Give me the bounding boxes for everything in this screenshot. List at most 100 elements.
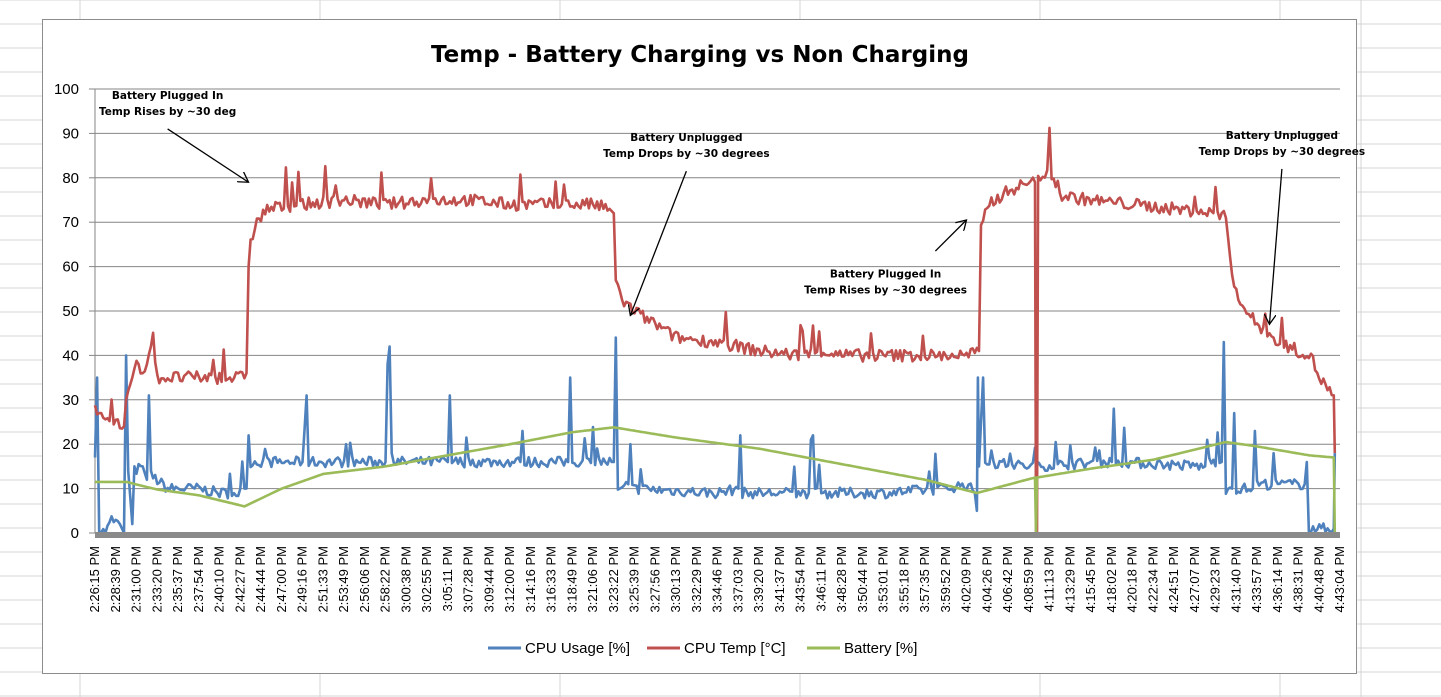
x-tick-label: 3:57:35 PM <box>917 546 932 613</box>
annotation-arrow <box>934 220 966 252</box>
legend-item-1[interactable]: CPU Temp [°C] <box>647 640 786 657</box>
x-tick-label: 3:48:28 PM <box>834 546 849 613</box>
x-tick-label: 4:31:40 PM <box>1228 546 1243 613</box>
x-tick-label: 3:25:39 PM <box>627 546 642 613</box>
x-tick-label: 2:49:16 PM <box>295 546 310 613</box>
x-tick-label: 3:50:44 PM <box>855 546 870 613</box>
annotation-arrow <box>167 128 249 182</box>
series-lines <box>93 126 1337 535</box>
x-tick-label: 3:12:00 PM <box>502 546 517 613</box>
x-tick-label: 3:18:49 PM <box>564 546 579 613</box>
x-tick-label: 2:44:44 PM <box>253 546 268 613</box>
x-tick-label: 3:37:03 PM <box>730 546 745 613</box>
annotations: Battery Plugged In Temp Rises by ~30 deg B… <box>99 90 1365 324</box>
x-tick-label: 4:06:42 PM <box>1000 546 1015 613</box>
x-tick-label: 3:27:56 PM <box>647 546 662 613</box>
x-tick-label: 2:33:20 PM <box>149 546 164 613</box>
series-line-0[interactable] <box>93 336 1337 535</box>
y-tick-label: 20 <box>62 436 79 453</box>
y-tick-label: 50 <box>62 303 79 320</box>
x-tick-label: 4:13:29 PM <box>1062 546 1077 613</box>
x-tick-label: 3:07:28 PM <box>461 546 476 613</box>
annotation-text: Temp Rises by ~30 deg <box>99 106 236 118</box>
chart-frame[interactable] <box>42 19 1357 674</box>
x-tick-label: 3:09:44 PM <box>481 546 496 613</box>
x-axis-line <box>95 532 1340 538</box>
x-tick-label: 4:04:26 PM <box>979 546 994 613</box>
legend-label: CPU Usage [%] <box>525 640 630 657</box>
x-tick-label: 2:37:54 PM <box>191 546 206 613</box>
x-tick-label: 4:43:04 PM <box>1332 546 1347 613</box>
annotation-2: Battery Plugged In Temp Rises by ~30 degr… <box>804 220 967 297</box>
annotation-text: Temp Rises by ~30 degrees <box>804 285 967 297</box>
x-tick-label: 3:02:55 PM <box>419 546 434 613</box>
legend-item-0[interactable]: CPU Usage [%] <box>488 640 630 657</box>
x-tick-label: 3:55:18 PM <box>896 546 911 613</box>
series-line-1[interactable] <box>93 126 1337 535</box>
annotation-1: Battery Unplugged Temp Drops by ~30 degre… <box>603 132 770 315</box>
x-tick-label: 3:16:33 PM <box>544 546 559 613</box>
x-tick-label: 2:51:33 PM <box>315 546 330 613</box>
x-tick-label: 4:08:59 PM <box>1021 546 1036 613</box>
legend-label: Battery [%] <box>844 640 917 657</box>
annotation-arrow <box>630 170 687 315</box>
y-tick-label: 70 <box>62 214 79 231</box>
x-tick-label: 4:11:13 PM <box>1042 546 1057 612</box>
x-tick-label: 3:14:16 PM <box>523 546 538 613</box>
x-tick-label: 4:02:09 PM <box>959 546 974 613</box>
x-tick-label: 4:20:18 PM <box>1125 546 1140 613</box>
x-tick-label: 4:40:48 PM <box>1311 546 1326 613</box>
x-tick-label: 3:59:52 PM <box>938 546 953 613</box>
x-tick-label: 3:53:01 PM <box>876 546 891 613</box>
legend: CPU Usage [%] CPU Temp [°C] Battery [%] <box>488 640 917 657</box>
x-tick-label: 3:32:29 PM <box>689 546 704 613</box>
x-tick-label: 2:35:37 PM <box>170 546 185 613</box>
y-tick-label: 10 <box>62 481 79 498</box>
x-tick-label: 2:42:27 PM <box>232 546 247 613</box>
x-tick-label: 3:41:37 PM <box>772 546 787 613</box>
legend-item-2[interactable]: Battery [%] <box>807 640 917 657</box>
x-tick-label: 2:31:00 PM <box>129 546 144 613</box>
x-tick-label: 4:38:31 PM <box>1291 546 1306 613</box>
gridlines <box>95 88 1340 490</box>
x-tick-label: 4:15:45 PM <box>1083 546 1098 613</box>
annotation-text: Temp Drops by ~30 degrees <box>1199 146 1365 158</box>
y-tick-label: 30 <box>62 392 79 409</box>
y-tick-label: 100 <box>54 81 79 98</box>
x-tick-label: 3:05:11 PM <box>440 546 455 612</box>
series-line-2[interactable] <box>95 426 1337 535</box>
x-tick-label: 3:23:22 PM <box>606 546 621 613</box>
x-tick-label: 2:28:39 PM <box>108 546 123 613</box>
x-tick-label: 2:40:10 PM <box>212 546 227 613</box>
x-tick-label: 3:46:11 PM <box>813 546 828 612</box>
x-tick-label: 4:18:02 PM <box>1104 546 1119 613</box>
x-tick-label: 3:30:13 PM <box>668 546 683 613</box>
x-tick-label: 4:33:57 PM <box>1249 546 1264 613</box>
y-tick-label: 90 <box>62 125 79 142</box>
y-tick-label: 60 <box>62 259 79 276</box>
y-tick-label: 40 <box>62 347 79 364</box>
y-axis: 0 10 20 30 40 50 60 70 80 90 100 <box>54 81 96 542</box>
x-tick-label: 4:24:51 PM <box>1166 546 1181 613</box>
x-tick-label: 4:27:07 PM <box>1187 546 1202 613</box>
y-tick-label: 0 <box>71 525 79 542</box>
x-tick-label: 4:22:34 PM <box>1145 546 1160 613</box>
y-tick-label: 80 <box>62 170 79 187</box>
x-tick-label: 4:29:23 PM <box>1208 546 1223 613</box>
annotation-text: Temp Drops by ~30 degrees <box>603 148 769 160</box>
x-tick-label: 2:53:49 PM <box>336 546 351 613</box>
x-tick-label: 2:56:06 PM <box>357 546 372 613</box>
chart-title: Temp - Battery Charging vs Non Charging <box>431 42 969 68</box>
x-tick-label: 2:47:00 PM <box>274 546 289 613</box>
annotation-text: Battery Unplugged <box>630 132 742 144</box>
x-axis: 2:26:15 PM 2:28:39 PM 2:31:00 PM 2:33:20 PM… <box>87 532 1347 613</box>
x-tick-label: 4:36:14 PM <box>1270 546 1285 613</box>
annotation-text: Battery Plugged In <box>112 90 223 102</box>
annotation-text: Battery Unplugged <box>1226 130 1338 142</box>
x-tick-label: 3:00:38 PM <box>398 546 413 613</box>
x-tick-label: 3:21:06 PM <box>585 546 600 613</box>
x-tick-label: 3:43:54 PM <box>793 546 808 613</box>
x-tick-label: 3:39:20 PM <box>751 546 766 613</box>
annotation-3: Battery Unplugged Temp Drops by ~30 degre… <box>1199 130 1365 324</box>
